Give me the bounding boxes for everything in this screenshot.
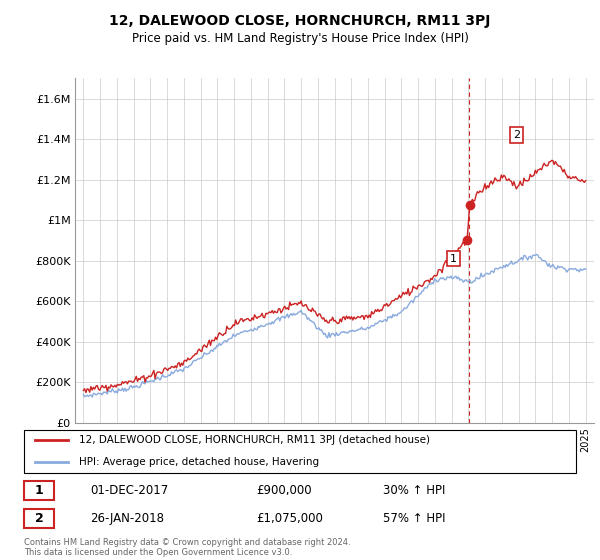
Text: £900,000: £900,000 xyxy=(256,484,311,497)
Text: 1: 1 xyxy=(35,484,44,497)
Text: 01-DEC-2017: 01-DEC-2017 xyxy=(90,484,169,497)
Text: 57% ↑ HPI: 57% ↑ HPI xyxy=(383,512,445,525)
FancyBboxPatch shape xyxy=(24,509,55,528)
Text: Contains HM Land Registry data © Crown copyright and database right 2024.
This d: Contains HM Land Registry data © Crown c… xyxy=(24,538,350,557)
Text: 2: 2 xyxy=(35,512,44,525)
Text: HPI: Average price, detached house, Havering: HPI: Average price, detached house, Have… xyxy=(79,458,319,467)
FancyBboxPatch shape xyxy=(24,430,576,473)
FancyBboxPatch shape xyxy=(24,481,55,500)
Text: Price paid vs. HM Land Registry's House Price Index (HPI): Price paid vs. HM Land Registry's House … xyxy=(131,32,469,45)
Text: 30% ↑ HPI: 30% ↑ HPI xyxy=(383,484,445,497)
Text: 2: 2 xyxy=(513,130,520,140)
Text: 12, DALEWOOD CLOSE, HORNCHURCH, RM11 3PJ (detached house): 12, DALEWOOD CLOSE, HORNCHURCH, RM11 3PJ… xyxy=(79,436,430,445)
Text: 1: 1 xyxy=(450,254,457,264)
Text: £1,075,000: £1,075,000 xyxy=(256,512,323,525)
Text: 12, DALEWOOD CLOSE, HORNCHURCH, RM11 3PJ: 12, DALEWOOD CLOSE, HORNCHURCH, RM11 3PJ xyxy=(109,14,491,28)
Text: 26-JAN-2018: 26-JAN-2018 xyxy=(90,512,164,525)
